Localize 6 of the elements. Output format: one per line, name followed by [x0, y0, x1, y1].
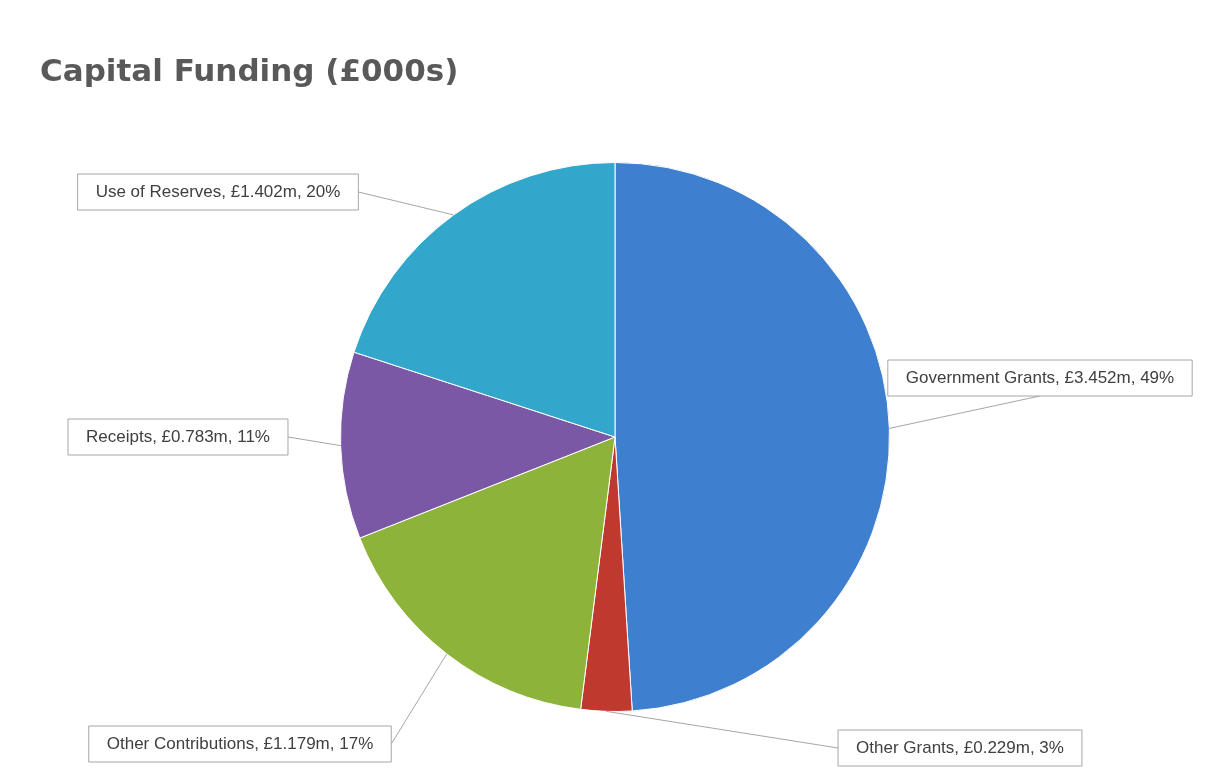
slice-label: Government Grants, £3.452m, 49%: [905, 367, 1175, 387]
slice-label: Use of Reserves, £1.402m, 20%: [95, 181, 341, 201]
chart-title: Capital Funding (£000s): [40, 52, 459, 88]
slice-label: Receipts, £0.783m, 11%: [86, 426, 270, 446]
slice-label: Other Grants, £0.229m, 3%: [856, 737, 1064, 757]
slice-label: Other Contributions, £1.179m, 17%: [106, 733, 374, 753]
